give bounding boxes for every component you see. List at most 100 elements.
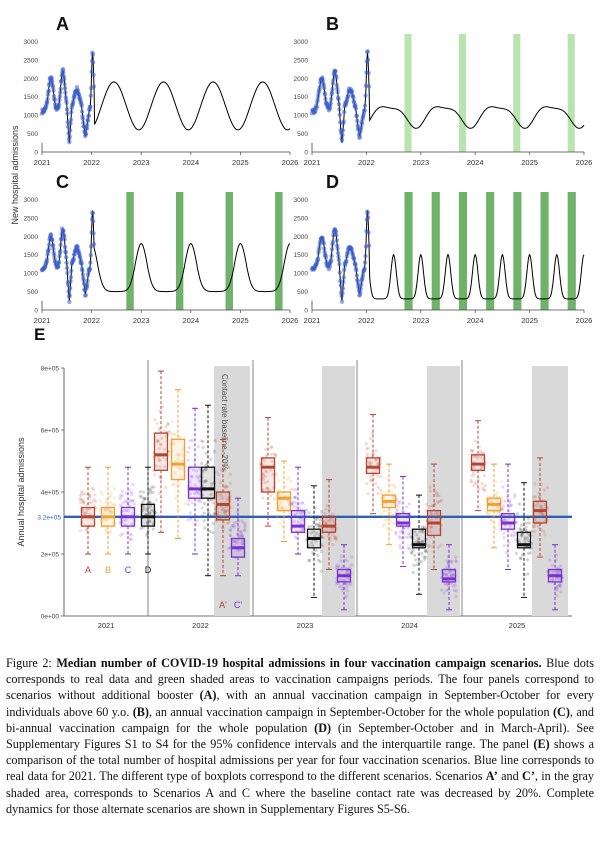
real-data-dot [91,231,96,236]
x-tick-label: 2026 [576,316,593,325]
jitter-point [223,484,227,488]
jitter-point [383,522,387,527]
real-data-dot [365,215,371,220]
jitter-point [112,504,116,508]
jitter-point [318,525,322,529]
jitter-point [328,518,332,522]
real-data-dot [68,279,73,284]
jitter-point [429,525,433,529]
jitter-point [512,530,516,534]
jitter-point [214,470,219,474]
scenario-label: A [85,565,91,575]
jitter-point [445,582,450,586]
jitter-point [218,481,223,485]
jitter-point [189,474,194,479]
jitter-point [307,558,311,563]
jitter-point [333,537,337,541]
jitter-point [154,464,159,468]
jitter-point [220,496,224,500]
jitter-point [375,474,379,478]
jitter-point [110,502,114,506]
jitter-point [406,526,410,530]
jitter-point [510,534,514,538]
jitter-point [266,480,270,484]
jitter-point [108,500,112,504]
real-data-dot [317,84,323,90]
jitter-point [415,540,420,544]
jitter-point [523,528,527,532]
boxplot-2025-C [498,463,518,570]
caption-ref: (D) [314,720,332,735]
y-tick-label: 1000 [24,271,39,278]
y-tick-label: 6e+05 [41,428,60,435]
real-data-dot [62,233,67,239]
jitter-point [556,571,561,575]
real-data-dot [79,261,84,266]
real-data-dot [344,258,349,264]
jitter-point [449,573,454,577]
jitter-point [88,493,92,497]
jitter-point [269,452,273,457]
real-data-dot [83,131,89,137]
jitter-point [322,520,326,524]
real-data-dot [366,84,372,89]
y-tick-label: 1000 [294,271,309,278]
panel-letter: E [34,325,45,344]
real-data-dot [51,246,56,252]
real-data-dot [334,83,340,88]
box [532,500,548,524]
x-tick-label: 2021 [304,316,321,325]
box [200,466,216,499]
jitter-point [120,494,125,498]
jitter-point [177,506,181,511]
real-data-dot [75,244,80,250]
jitter-point [104,531,109,535]
jitter-point [192,468,196,472]
real-data-dot [328,257,334,263]
jitter-point [548,558,552,562]
boxplot-2023-Cp [334,544,354,611]
jitter-point [533,495,537,499]
jitter-point [209,498,213,502]
jitter-point [389,519,393,524]
real-data-dot [81,120,86,126]
jitter-point [407,547,412,551]
jitter-point [78,497,83,501]
real-data-dot [64,260,69,265]
jitter-point [394,530,398,534]
jitter-point [164,424,168,429]
jitter-point [98,499,102,503]
x-tick-label: 2026 [576,158,593,167]
jitter-point [488,512,492,517]
y-tick-label: 2000 [294,76,309,83]
real-data-dot [62,77,67,82]
jitter-point [145,508,149,512]
real-data-dot [328,96,334,102]
jitter-point [520,533,524,537]
jitter-point [202,519,206,523]
real-data-dot [339,299,345,304]
jitter-point [204,464,208,468]
x-tick-label: 2025 [232,158,249,167]
real-data-dot [363,253,368,259]
jitter-point [340,586,345,591]
jitter-point [336,566,340,570]
jitter-point [195,489,200,494]
jitter-point [108,529,113,533]
campaign-band [513,34,521,152]
jitter-point [156,439,160,444]
jitter-point [337,585,341,589]
jitter-point [413,553,417,557]
real-data-dot [330,86,335,92]
jitter-point [102,507,107,511]
jitter-point [79,497,83,501]
real-data-dot [340,291,345,296]
jitter-point [263,474,268,478]
real-data-dot [68,117,74,122]
jitter-point [398,543,402,547]
jitter-point [231,523,235,528]
jitter-point [228,533,232,537]
jitter-point [159,443,163,447]
jitter-point [204,479,208,483]
jitter-point [213,438,217,443]
